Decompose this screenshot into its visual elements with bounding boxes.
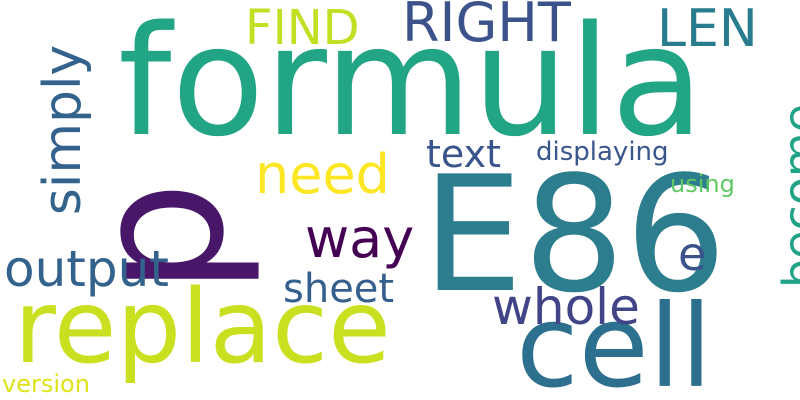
word-replace: replace — [14, 268, 391, 387]
word-cell: cell — [516, 280, 713, 400]
word-e: e — [678, 227, 707, 281]
word-find: FIND — [245, 0, 360, 56]
word-len: LEN — [657, 0, 758, 59]
word-become: become — [773, 103, 800, 289]
word-text: text — [426, 132, 501, 176]
word-using: using — [670, 170, 735, 198]
word-right: RIGHT — [402, 0, 571, 54]
word-sheet: sheet — [283, 266, 395, 312]
word-simply: simply — [33, 44, 94, 216]
word-displaying: displaying — [536, 137, 669, 167]
word-formula: formula — [118, 0, 705, 170]
word-need: need — [255, 143, 390, 206]
word-version: version — [2, 370, 90, 398]
word-output: output — [4, 240, 169, 298]
word-whole: whole — [492, 278, 640, 336]
word-e86: E86 — [422, 141, 727, 328]
word-way: way — [305, 207, 415, 270]
